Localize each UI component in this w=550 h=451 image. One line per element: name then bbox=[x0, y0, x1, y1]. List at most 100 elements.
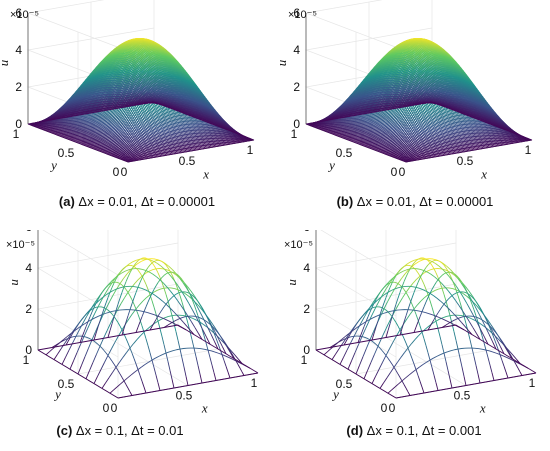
mesh-line bbox=[190, 137, 191, 140]
mesh-line bbox=[200, 136, 201, 139]
mesh-line bbox=[170, 135, 171, 138]
mesh-line bbox=[173, 148, 174, 151]
mesh-line bbox=[200, 102, 201, 103]
mesh-line bbox=[174, 151, 175, 154]
mesh-line bbox=[168, 133, 169, 136]
mesh-line bbox=[180, 150, 181, 153]
mesh-line bbox=[190, 144, 191, 147]
mesh-line bbox=[220, 143, 221, 146]
mesh-line bbox=[195, 127, 196, 130]
mesh-line bbox=[208, 112, 209, 113]
mesh-line bbox=[185, 77, 186, 78]
mesh-line bbox=[192, 121, 193, 124]
mesh-line bbox=[192, 127, 193, 130]
mesh-line bbox=[216, 120, 217, 121]
mesh-line bbox=[223, 143, 224, 145]
mesh-line bbox=[210, 115, 211, 116]
mesh-line bbox=[175, 137, 176, 140]
mesh-line bbox=[175, 134, 176, 137]
mesh-line bbox=[174, 127, 175, 130]
mesh-line bbox=[199, 102, 200, 103]
mesh-line bbox=[168, 126, 169, 129]
mesh-line bbox=[166, 149, 167, 152]
mesh-line bbox=[170, 118, 171, 121]
mesh-line bbox=[197, 97, 198, 98]
mesh-line bbox=[168, 122, 169, 125]
mesh-line bbox=[177, 133, 178, 136]
mesh-line bbox=[201, 101, 202, 102]
mesh-line bbox=[178, 130, 179, 133]
mesh-line bbox=[199, 97, 200, 98]
mesh-line bbox=[206, 106, 207, 107]
mesh-line bbox=[182, 125, 183, 128]
mesh-line bbox=[170, 139, 171, 142]
mesh-line bbox=[188, 80, 189, 81]
mesh-line bbox=[198, 130, 199, 133]
mesh-line bbox=[185, 131, 186, 134]
mesh-line bbox=[171, 148, 172, 151]
mesh-line bbox=[173, 127, 174, 130]
mesh-line bbox=[188, 141, 189, 144]
mesh-line bbox=[172, 145, 173, 148]
mesh-line bbox=[180, 132, 181, 135]
mesh-line bbox=[172, 128, 173, 131]
mesh-line bbox=[214, 144, 215, 147]
mesh-line bbox=[222, 143, 223, 145]
mesh-line bbox=[188, 82, 189, 83]
mesh-line bbox=[168, 146, 169, 149]
mesh-line bbox=[191, 85, 192, 86]
mesh-line bbox=[210, 113, 211, 114]
mesh-line bbox=[210, 112, 211, 113]
mesh-line bbox=[195, 130, 196, 133]
mesh-line bbox=[172, 111, 173, 114]
mesh-line bbox=[167, 152, 168, 155]
mesh-line bbox=[221, 123, 222, 124]
mesh-line bbox=[175, 147, 176, 150]
mesh-line bbox=[207, 108, 208, 109]
mesh-line bbox=[177, 116, 178, 119]
mesh-line bbox=[194, 130, 195, 133]
mesh-line bbox=[211, 139, 212, 142]
mesh-line bbox=[201, 133, 202, 136]
mesh-line bbox=[193, 89, 194, 90]
mesh-line bbox=[214, 119, 215, 120]
mesh-line bbox=[203, 136, 204, 139]
mesh-line bbox=[219, 143, 220, 146]
mesh-line bbox=[196, 93, 197, 94]
mesh-line bbox=[177, 143, 178, 146]
mesh-line bbox=[175, 120, 176, 123]
mesh-line bbox=[183, 146, 184, 149]
mesh-line bbox=[189, 118, 190, 121]
mesh-line bbox=[182, 135, 183, 138]
mesh-line bbox=[173, 131, 174, 134]
mesh-line bbox=[171, 131, 172, 134]
mesh-line bbox=[202, 106, 203, 107]
mesh-line bbox=[184, 118, 185, 121]
mesh-line bbox=[169, 125, 170, 128]
mesh-line bbox=[198, 127, 199, 130]
mesh-line bbox=[193, 147, 194, 150]
mesh-line bbox=[170, 115, 171, 118]
mesh-line bbox=[184, 142, 185, 145]
mesh-line bbox=[172, 134, 173, 137]
mesh-line bbox=[213, 144, 214, 147]
mesh-line bbox=[206, 139, 207, 142]
mesh-line bbox=[193, 140, 194, 143]
mesh-line bbox=[204, 109, 205, 110]
mesh-line bbox=[187, 141, 188, 144]
mesh-line bbox=[183, 125, 184, 128]
mesh-line bbox=[172, 124, 173, 127]
mesh-line bbox=[169, 132, 170, 135]
mesh-line bbox=[200, 133, 201, 136]
mesh-line bbox=[188, 128, 189, 131]
mesh-line bbox=[169, 145, 170, 148]
mesh-line bbox=[199, 140, 200, 143]
mesh-line bbox=[168, 149, 169, 152]
mesh-line bbox=[195, 96, 196, 97]
mesh-line bbox=[177, 119, 178, 122]
mesh-line bbox=[196, 137, 197, 140]
mesh-line bbox=[177, 150, 178, 153]
mesh-line bbox=[215, 116, 216, 117]
mesh-line bbox=[189, 144, 190, 147]
